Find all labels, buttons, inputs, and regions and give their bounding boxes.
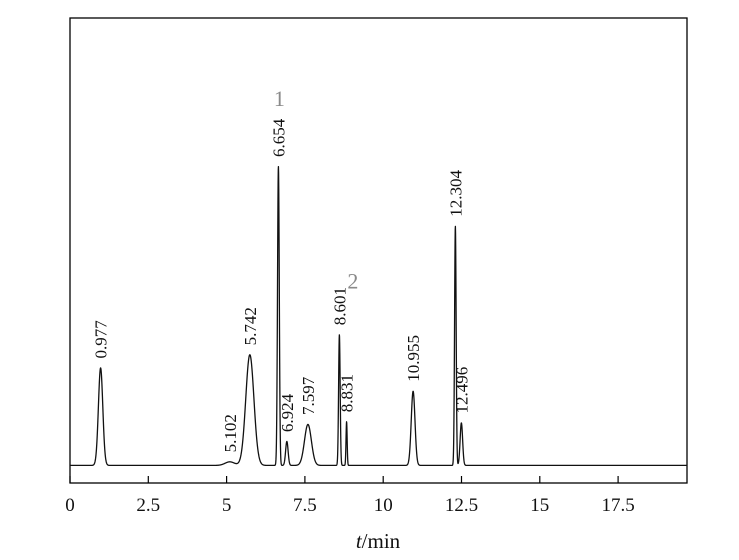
x-axis-unit: /min [362,529,401,553]
x-tick-label: 0 [65,495,75,516]
x-axis-title: t/min [356,529,401,553]
peak-number: 2 [347,268,358,293]
chromatogram-trace [69,165,688,467]
peak-number: 1 [274,86,285,111]
plot-frame [69,17,688,484]
peak-label: 12.304 [446,170,465,217]
x-axis-ticks [69,476,619,483]
x-axis-tick-labels: 0 2.5 5 7.5 10 12.5 15 17.5 [65,495,634,516]
x-tick-label: 10 [374,495,393,516]
x-axis-variable: t [356,529,363,553]
x-tick-label: 12.5 [445,495,478,516]
peak-label: 8.601 [330,287,349,325]
peak-label: 12.496 [452,367,471,414]
peak-label: 0.977 [92,320,111,359]
peak-label: 8.831 [338,374,357,412]
x-tick-label: 7.5 [293,495,317,516]
x-tick-label: 5 [222,495,232,516]
peak-label: 7.597 [299,376,318,415]
peak-label: 10.955 [404,335,423,382]
peak-label: 5.102 [221,414,240,452]
peak-label: 6.924 [278,393,297,432]
peak-label: 6.654 [269,118,288,157]
x-tick-label: 17.5 [601,495,634,516]
peak-label: 5.742 [241,307,260,345]
x-tick-label: 15 [530,495,549,516]
x-tick-label: 2.5 [136,495,160,516]
